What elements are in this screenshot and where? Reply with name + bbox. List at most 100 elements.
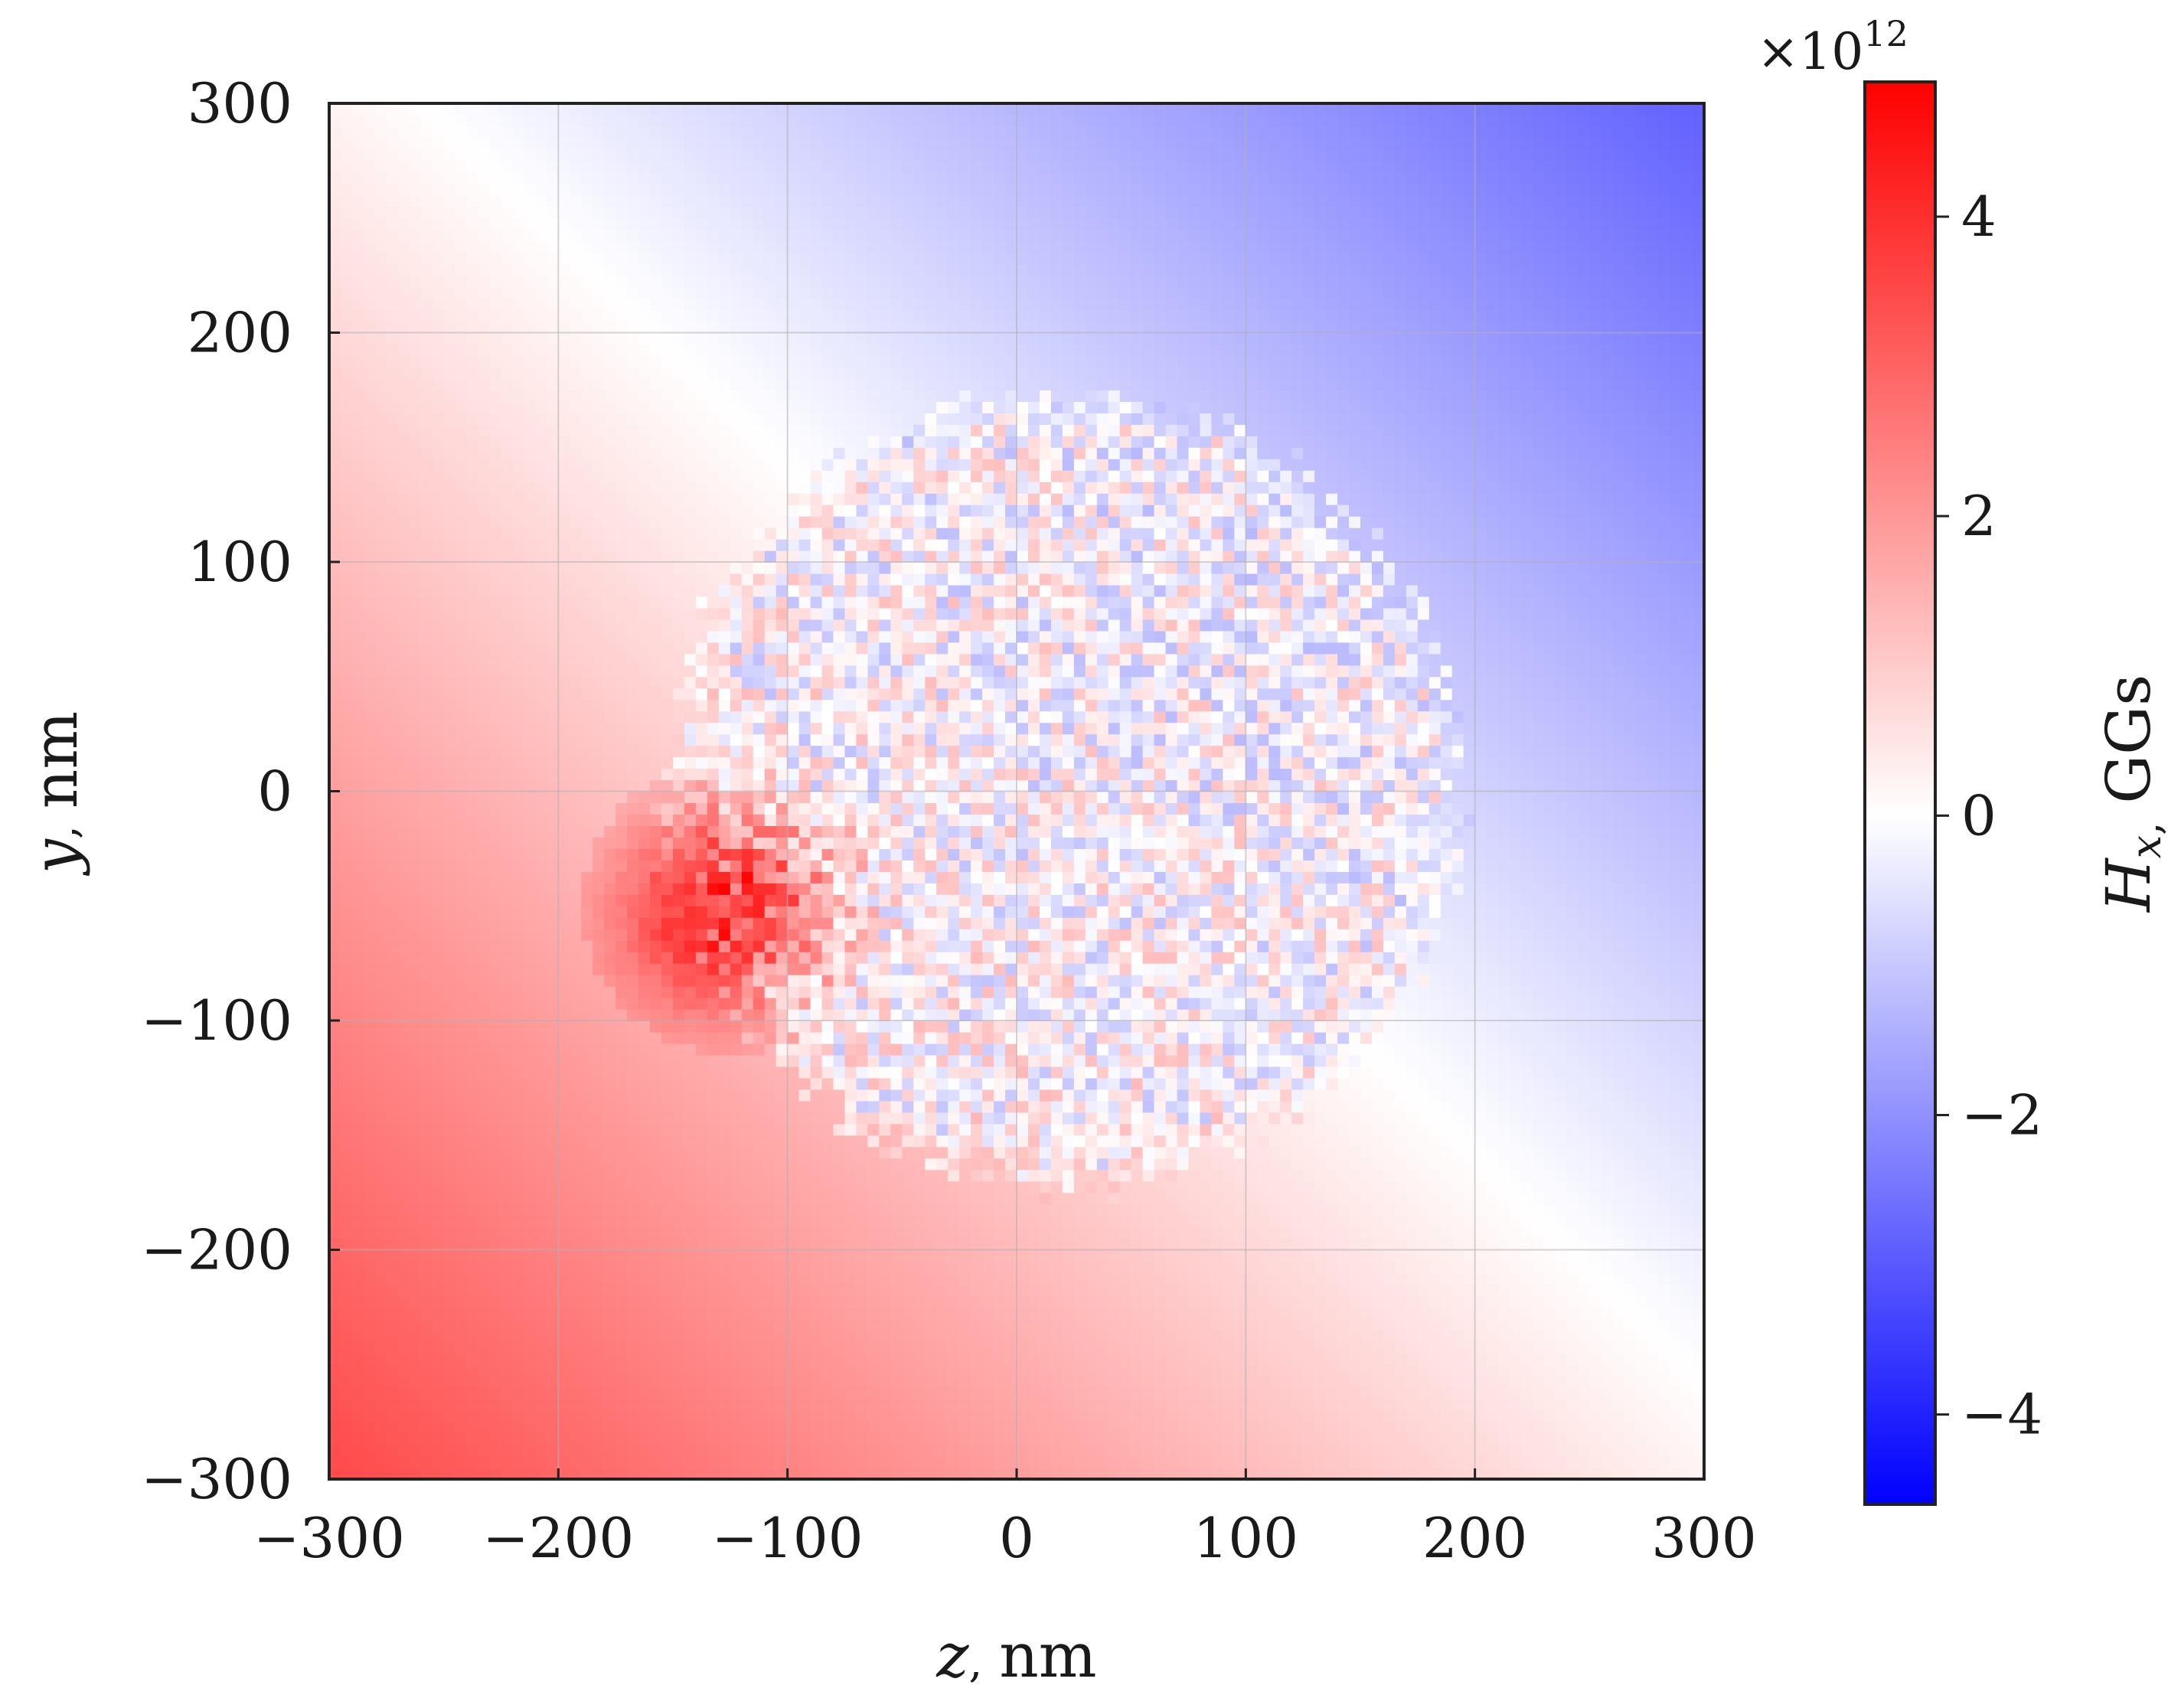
heatmap-cell bbox=[1085, 1249, 1098, 1262]
heatmap-cell bbox=[1670, 1433, 1682, 1445]
heatmap-cell bbox=[1428, 1284, 1441, 1296]
heatmap-cell bbox=[1177, 1330, 1190, 1342]
heatmap-cell bbox=[1555, 1341, 1567, 1354]
heatmap-cell bbox=[1451, 1261, 1464, 1274]
heatmap-cell bbox=[1280, 1146, 1292, 1159]
heatmap-cell bbox=[420, 1112, 433, 1125]
heatmap-cell bbox=[1601, 1468, 1613, 1479]
heatmap-cell bbox=[1428, 1445, 1441, 1457]
heatmap-cell bbox=[466, 1318, 479, 1331]
heatmap-cell bbox=[1371, 1445, 1384, 1457]
heatmap-cell bbox=[1177, 1422, 1190, 1434]
heatmap-cell bbox=[1314, 1203, 1327, 1217]
heatmap-cell bbox=[329, 1318, 341, 1331]
heatmap-cell bbox=[1497, 1226, 1510, 1239]
heatmap-cell bbox=[1119, 1135, 1132, 1148]
heatmap-cell bbox=[489, 1215, 502, 1228]
heatmap-cell bbox=[363, 1261, 376, 1274]
heatmap-cell bbox=[775, 1009, 788, 1021]
heatmap-cell bbox=[466, 1043, 479, 1056]
heatmap-cell bbox=[1543, 1215, 1556, 1228]
heatmap-cell bbox=[1440, 1021, 1453, 1033]
heatmap-cell bbox=[1360, 1054, 1373, 1067]
heatmap-cell bbox=[775, 998, 788, 1010]
heatmap-cell bbox=[1005, 1422, 1017, 1434]
heatmap-cell bbox=[1635, 1341, 1647, 1354]
heatmap-cell bbox=[902, 1043, 914, 1056]
heatmap-cell bbox=[535, 1089, 547, 1102]
heatmap-cell bbox=[684, 1146, 697, 1159]
heatmap-cell bbox=[1131, 1307, 1144, 1319]
heatmap-cell bbox=[1027, 1192, 1040, 1205]
heatmap-cell bbox=[1234, 1445, 1246, 1457]
heatmap-cell bbox=[1532, 1215, 1545, 1228]
heatmap-cell bbox=[1371, 1192, 1384, 1205]
heatmap-cell bbox=[718, 1261, 731, 1274]
heatmap-cell bbox=[936, 1341, 948, 1354]
heatmap-cell bbox=[1509, 1066, 1522, 1079]
heatmap-cell bbox=[1360, 1181, 1373, 1194]
heatmap-cell bbox=[1096, 1330, 1109, 1342]
heatmap-cell bbox=[501, 1100, 514, 1113]
heatmap-cell bbox=[1428, 1307, 1441, 1319]
heatmap-cell bbox=[1383, 1123, 1396, 1136]
heatmap-cell bbox=[1681, 1146, 1693, 1159]
heatmap-cell bbox=[1154, 1249, 1167, 1262]
heatmap-cell bbox=[1601, 1066, 1613, 1079]
heatmap-cell bbox=[1589, 1376, 1601, 1388]
heatmap-cell bbox=[501, 1387, 514, 1399]
heatmap-cell bbox=[547, 1307, 559, 1319]
heatmap-cell bbox=[478, 1318, 491, 1331]
heatmap-cell bbox=[982, 1284, 994, 1296]
heatmap-cell bbox=[1474, 1031, 1487, 1044]
heatmap-cell bbox=[340, 1468, 353, 1479]
heatmap-cell bbox=[775, 1249, 788, 1262]
heatmap-cell bbox=[844, 1445, 857, 1457]
heatmap-cell bbox=[890, 1376, 903, 1388]
heatmap-cell bbox=[1647, 1192, 1659, 1205]
heatmap-cell bbox=[1039, 1089, 1052, 1102]
heatmap-cell bbox=[695, 998, 708, 1010]
heatmap-cell bbox=[363, 1353, 376, 1365]
heatmap-cell bbox=[1062, 1146, 1075, 1159]
heatmap-cell bbox=[764, 1054, 777, 1067]
heatmap-cell bbox=[627, 1066, 639, 1079]
heatmap-cell bbox=[1532, 1307, 1545, 1319]
heatmap-cell bbox=[1280, 1422, 1292, 1434]
heatmap-cell bbox=[741, 1123, 754, 1136]
heatmap-cell bbox=[1428, 1077, 1441, 1090]
heatmap-cell bbox=[1624, 1089, 1636, 1102]
heatmap-cell bbox=[948, 1341, 960, 1354]
heatmap-cell bbox=[1223, 1456, 1235, 1468]
heatmap-cell bbox=[1371, 1410, 1384, 1422]
heatmap-cell bbox=[936, 1192, 948, 1205]
heatmap-cell bbox=[374, 1399, 387, 1411]
heatmap-cell bbox=[948, 998, 960, 1010]
heatmap-cell bbox=[1108, 1031, 1121, 1044]
heatmap-cell bbox=[1349, 1192, 1361, 1205]
heatmap-cell bbox=[810, 1112, 823, 1125]
heatmap-cell bbox=[1394, 1272, 1407, 1285]
heatmap-cell bbox=[1681, 1353, 1693, 1365]
heatmap-cell bbox=[1188, 1100, 1201, 1113]
heatmap-cell bbox=[1291, 1077, 1304, 1090]
heatmap-cell bbox=[1635, 1066, 1647, 1079]
heatmap-cell bbox=[867, 1364, 880, 1377]
heatmap-cell bbox=[1349, 1238, 1361, 1251]
heatmap-cell bbox=[363, 1181, 376, 1194]
heatmap-cell bbox=[1142, 1169, 1155, 1182]
heatmap-cell bbox=[867, 1054, 880, 1067]
heatmap-cell bbox=[913, 1031, 926, 1044]
heatmap-cell bbox=[1039, 1123, 1052, 1136]
heatmap-cell bbox=[833, 1364, 846, 1377]
heatmap-cell bbox=[948, 1364, 960, 1377]
heatmap-cell bbox=[1039, 1009, 1052, 1021]
heatmap-cell bbox=[1681, 1422, 1693, 1434]
heatmap-cell bbox=[512, 1112, 525, 1125]
heatmap-cell bbox=[443, 1445, 456, 1457]
heatmap-cell bbox=[1200, 1215, 1213, 1228]
heatmap-cell bbox=[1520, 1192, 1533, 1205]
heatmap-cell bbox=[1314, 1422, 1327, 1434]
heatmap-cell bbox=[386, 1376, 399, 1388]
heatmap-cell bbox=[478, 1123, 491, 1136]
